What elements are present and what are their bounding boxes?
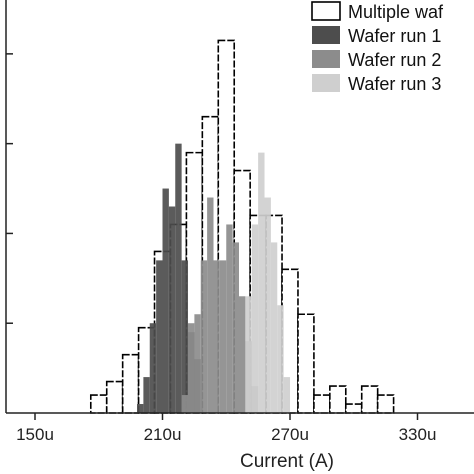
bar-wafer-run-3-6 (283, 377, 291, 413)
bar-multiple-wafer-runs-17 (360, 385, 379, 414)
bar-multiple-wafer-runs-0 (89, 394, 108, 414)
legend-label-1: Wafer run 1 (348, 26, 441, 46)
bar-wafer-run-3-3 (264, 197, 271, 413)
bar-wafer-run-1-6 (175, 143, 182, 413)
bars-layer (89, 39, 395, 414)
legend-label-3: Wafer run 3 (348, 74, 441, 94)
legend-swatch-0 (311, 1, 341, 21)
bar-wafer-run-1-1 (143, 377, 150, 413)
legend-swatch-1 (312, 26, 340, 44)
bar-wafer-run-3-1 (251, 224, 259, 413)
legend: Multiple waf Wafer run 1 Wafer run 2 Wafer … (311, 1, 444, 94)
bar-multiple-wafer-runs-2 (121, 353, 140, 414)
bar-multiple-wafer-runs-18 (376, 394, 395, 414)
bar-wafer-run-2-0 (181, 395, 189, 413)
bar-wafer-run-2-2 (194, 314, 201, 413)
bar-wafer-run-2-3 (200, 260, 208, 413)
bar-multiple-wafer-runs-15 (329, 385, 347, 414)
bar-multiple-wafer-runs-14 (313, 394, 331, 414)
bar-wafer-run-2-8 (232, 242, 240, 413)
legend-swatch-2 (312, 50, 340, 68)
bar-wafer-run-2-9 (239, 296, 246, 413)
bar-multiple-wafer-runs-16 (344, 403, 363, 414)
bar-wafer-run-2-5 (213, 260, 220, 413)
bar-wafer-run-1-4 (162, 188, 169, 413)
bar-wafer-run-3-4 (270, 242, 278, 413)
bar-wafer-run-3-0 (245, 296, 252, 413)
x-tick-label-150: 150u (16, 425, 54, 444)
bar-wafer-run-2-1 (188, 323, 195, 413)
x-axis-ticks: 150u 210u 270u 330u (16, 413, 436, 444)
bar-wafer-run-2-7 (226, 224, 233, 413)
x-tick-label-270: 270u (271, 425, 309, 444)
legend-label-2: Wafer run 2 (348, 50, 441, 70)
bar-wafer-run-1-7 (181, 260, 189, 413)
x-tick-label-210: 210u (144, 425, 182, 444)
x-tick-label-330: 330u (399, 425, 437, 444)
legend-label-0: Multiple waf (348, 2, 444, 22)
x-axis-title: Current (A) (240, 451, 334, 472)
bar-wafer-run-1-5 (168, 206, 176, 413)
bar-wafer-run-2-6 (219, 260, 227, 413)
bar-multiple-wafer-runs-13 (297, 313, 315, 414)
bar-wafer-run-2-4 (207, 197, 214, 413)
bar-wafer-run-3-5 (277, 305, 284, 413)
legend-swatch-3 (312, 74, 340, 92)
bar-wafer-run-1-0 (137, 404, 144, 413)
bar-multiple-wafer-runs-1 (105, 380, 124, 414)
bar-wafer-run-1-2 (149, 323, 157, 413)
bar-wafer-run-1-3 (156, 260, 163, 413)
y-axis-ticks (6, 53, 13, 324)
bar-wafer-run-3-2 (258, 152, 265, 413)
